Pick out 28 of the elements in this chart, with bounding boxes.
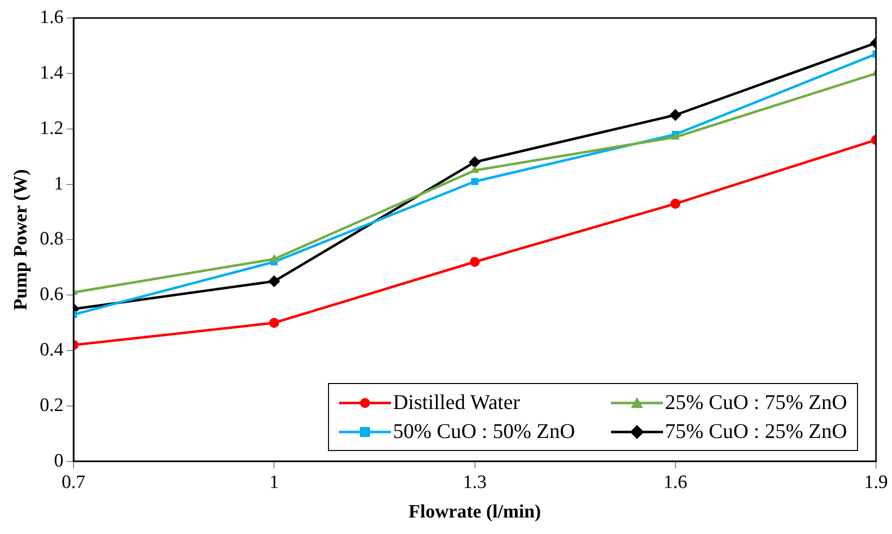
- legend-label: 50% CuO : 50% ZnO: [393, 419, 575, 444]
- y-tick-label: 0.6: [40, 284, 64, 306]
- y-tick-label: 0.4: [40, 340, 64, 361]
- x-tick-label: 1: [269, 472, 279, 493]
- point: [470, 256, 480, 267]
- y-axis-title: Pump Power (W): [10, 169, 32, 310]
- legend-label: Distilled Water: [393, 390, 520, 416]
- x-tick-label: 1.9: [864, 472, 888, 493]
- point: [270, 254, 278, 262]
- y-tick-label: 0.8: [40, 228, 64, 250]
- point: [670, 198, 680, 209]
- point: [269, 318, 280, 328]
- point: [268, 275, 280, 288]
- y-tick-label: 1: [54, 173, 64, 194]
- y-tick-label: 0.2: [40, 394, 64, 416]
- y-tick-label: 1.6: [40, 6, 64, 28]
- y-tick-label: 0: [54, 450, 64, 472]
- y-tick-label: 1.2: [40, 118, 64, 139]
- point: [468, 156, 481, 168]
- x-tick-label: 0.7: [62, 472, 86, 493]
- x-axis-title: Flowrate (l/min): [408, 502, 541, 523]
- y-tick-label: 1.4: [40, 62, 64, 84]
- legend-label: 25% CuO : 75% ZnO: [665, 390, 847, 416]
- legend-label: 75% CuO : 25% ZnO: [665, 419, 847, 444]
- x-tick-label: 1.6: [664, 472, 688, 493]
- point: [669, 108, 682, 121]
- point: [471, 178, 478, 186]
- x-tick-label: 1.3: [462, 472, 487, 493]
